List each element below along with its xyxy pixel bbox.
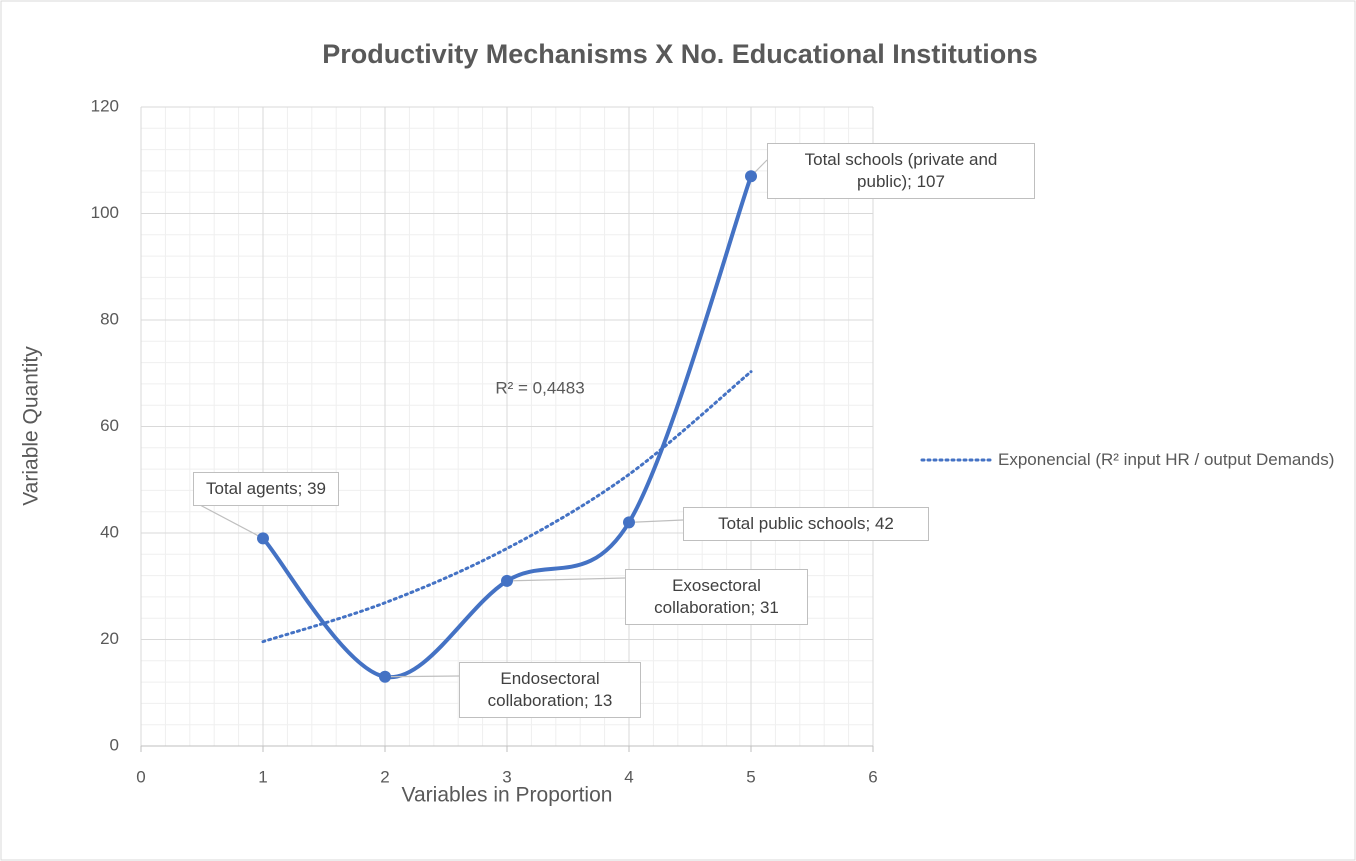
data-point <box>501 574 513 587</box>
data-label: Endosectoral collaboration; 13 <box>459 662 641 718</box>
series-line <box>261 174 753 680</box>
y-tick-label: 40 <box>100 522 119 541</box>
y-tick-label: 80 <box>100 309 119 328</box>
legend-label: Exponencial (R² input HR / output Demand… <box>998 450 1335 469</box>
trendline <box>261 370 753 644</box>
r2-annotation: R² = 0,4483 <box>495 378 584 397</box>
data-label: Total public schools; 42 <box>683 507 929 541</box>
data-point <box>745 170 757 183</box>
callout-leader <box>384 675 460 678</box>
data-label: Exosectoral collaboration; 31 <box>625 569 808 625</box>
data-label: Total schools (private and public); 107 <box>767 143 1035 199</box>
callout-leader <box>506 577 626 582</box>
data-point <box>257 532 269 545</box>
callout-leader <box>628 519 684 523</box>
x-tick-label: 1 <box>258 767 267 786</box>
y-axis-label: Variable Quantity <box>20 346 43 506</box>
x-axis-label: Variables in Proportion <box>402 784 613 807</box>
x-tick-label: 4 <box>624 767 633 786</box>
chart-title: Productivity Mechanisms X No. Educationa… <box>322 39 1038 69</box>
y-tick-label: 20 <box>100 629 119 648</box>
data-point <box>379 670 391 683</box>
x-tick-label: 2 <box>380 767 389 786</box>
x-tick-label: 5 <box>746 767 755 786</box>
y-tick-label: 100 <box>91 203 119 222</box>
y-tick-label: 60 <box>100 416 119 435</box>
data-label: Total agents; 39 <box>193 472 339 506</box>
x-tick-label: 6 <box>868 767 877 786</box>
x-tick-label: 0 <box>136 767 145 786</box>
x-tick-label: 3 <box>502 767 511 786</box>
data-point <box>623 516 635 529</box>
callout-leader <box>199 504 264 539</box>
y-tick-label: 0 <box>110 735 119 754</box>
y-tick-label: 120 <box>91 96 119 115</box>
